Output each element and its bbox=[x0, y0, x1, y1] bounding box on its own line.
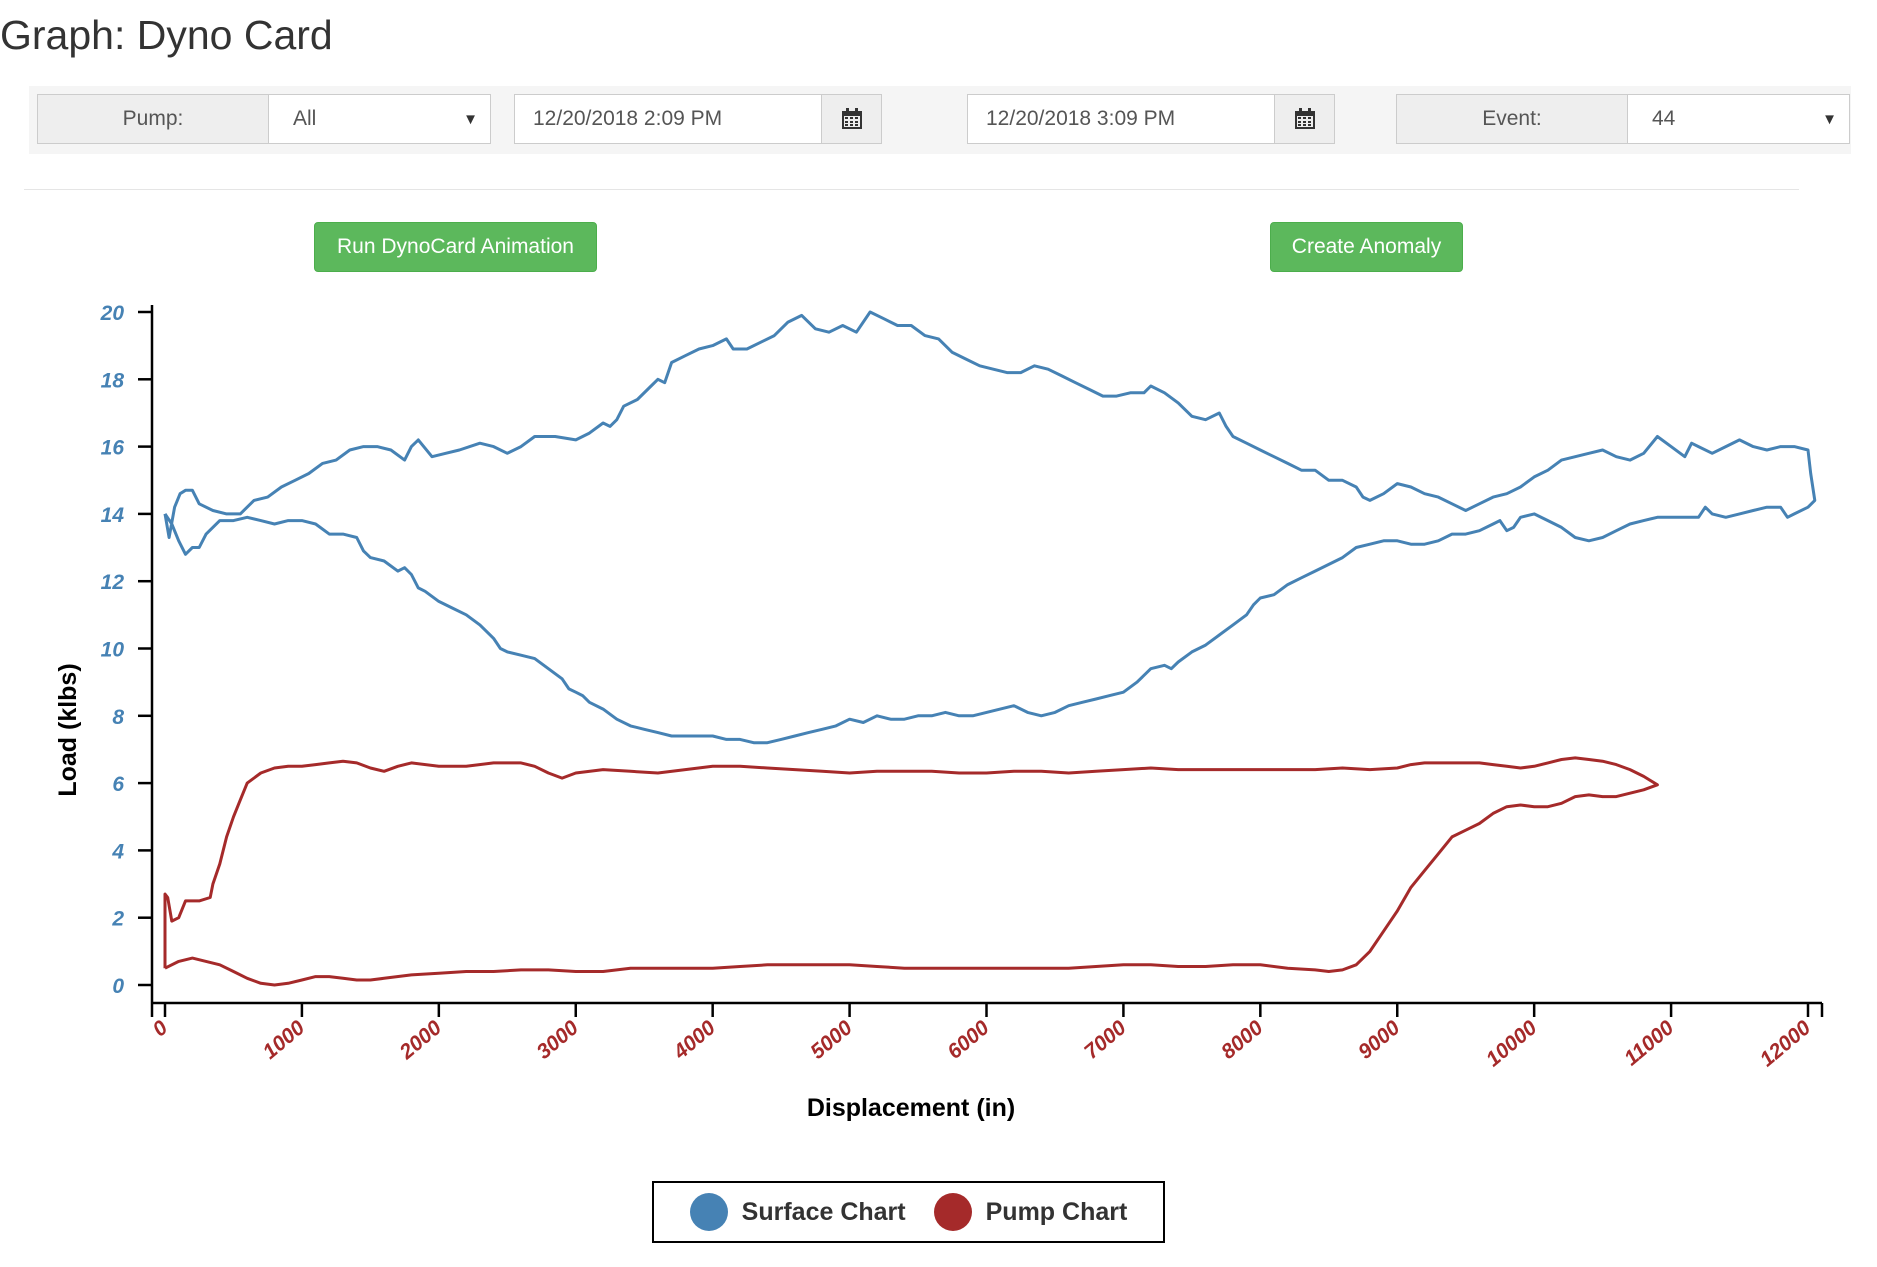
event-select[interactable]: 44 ▼ bbox=[1628, 94, 1850, 144]
y-tick-label: 4 bbox=[111, 840, 124, 863]
x-tick-label: 7000 bbox=[1080, 1016, 1131, 1064]
end-date-calendar-button[interactable] bbox=[1275, 94, 1335, 144]
end-date-group[interactable]: 12/20/2018 3:09 PM bbox=[967, 94, 1335, 144]
filter-toolbar: Pump: All ▼ 12/20/2018 2:09 PM 12/20/201… bbox=[29, 86, 1851, 154]
pump-chart-line bbox=[163, 756, 1659, 987]
pump-select[interactable]: All ▼ bbox=[269, 94, 491, 144]
y-tick-label: 10 bbox=[101, 639, 125, 662]
event-select-group[interactable]: Event: 44 ▼ bbox=[1396, 94, 1850, 144]
page-title: Graph: Dyno Card bbox=[0, 12, 333, 58]
create-anomaly-button[interactable]: Create Anomaly bbox=[1270, 222, 1463, 272]
y-tick-label: 8 bbox=[112, 706, 124, 729]
start-date-input[interactable]: 12/20/2018 2:09 PM bbox=[514, 94, 822, 144]
calendar-icon bbox=[841, 108, 862, 129]
pump-legend-label: Pump Chart bbox=[985, 1197, 1128, 1226]
y-tick-label: 14 bbox=[101, 504, 125, 527]
legend-item-surface[interactable]: Surface Chart bbox=[689, 1193, 906, 1231]
run-dynocard-animation-button[interactable]: Run DynoCard Animation bbox=[314, 222, 597, 272]
x-tick-label: 9000 bbox=[1354, 1016, 1405, 1064]
x-tick-label: 12000 bbox=[1756, 1016, 1816, 1071]
y-tick-label: 12 bbox=[101, 571, 125, 594]
pump-legend-swatch bbox=[933, 1193, 972, 1231]
caret-down-icon: ▼ bbox=[463, 110, 478, 128]
pump-label: Pump: bbox=[37, 94, 269, 144]
chart-series bbox=[163, 310, 1817, 987]
x-tick-label: 8000 bbox=[1217, 1016, 1268, 1064]
divider bbox=[24, 189, 1799, 190]
x-tick-label: 10000 bbox=[1482, 1016, 1542, 1071]
x-tick-label: 11000 bbox=[1620, 1016, 1679, 1070]
x-tick-label: 0 bbox=[148, 1016, 172, 1041]
x-tick-label: 6000 bbox=[943, 1016, 994, 1064]
chart-legend: Surface Chart Pump Chart bbox=[652, 1181, 1165, 1243]
surface-chart-line bbox=[163, 310, 1817, 745]
surface-legend-label: Surface Chart bbox=[741, 1197, 906, 1226]
y-tick-label: 18 bbox=[101, 369, 125, 392]
y-tick-label: 0 bbox=[112, 975, 124, 998]
event-label: Event: bbox=[1396, 94, 1628, 144]
x-tick-label: 2000 bbox=[395, 1016, 447, 1064]
surface-legend-swatch bbox=[689, 1193, 728, 1231]
y-tick-label: 6 bbox=[112, 773, 124, 796]
caret-down-icon: ▼ bbox=[1822, 110, 1837, 128]
start-date-calendar-button[interactable] bbox=[822, 94, 882, 144]
y-tick-label: 20 bbox=[100, 302, 125, 325]
end-date-input[interactable]: 12/20/2018 3:09 PM bbox=[967, 94, 1275, 144]
chart-axes: 0 2 4 6 8 10 12 14 16 18 20 0 1000 2000 3000 4000 5000 60… bbox=[100, 302, 1824, 1071]
pump-select-value: All bbox=[293, 107, 317, 130]
x-axis-title: Displacement (in) bbox=[807, 1094, 1015, 1122]
calendar-icon bbox=[1294, 108, 1315, 129]
legend-item-pump[interactable]: Pump Chart bbox=[933, 1193, 1128, 1231]
x-tick-label: 1000 bbox=[259, 1016, 310, 1064]
x-tick-label: 3000 bbox=[532, 1016, 583, 1064]
pump-select-group[interactable]: Pump: All ▼ bbox=[37, 94, 491, 144]
x-tick-label: 5000 bbox=[806, 1016, 857, 1064]
y-tick-label: 2 bbox=[111, 908, 124, 931]
y-axis-title: Load (klbs) bbox=[54, 663, 82, 796]
y-tick-label: 16 bbox=[101, 437, 125, 460]
start-date-group[interactable]: 12/20/2018 2:09 PM bbox=[514, 94, 882, 144]
x-tick-label: 4000 bbox=[669, 1016, 721, 1064]
event-select-value: 44 bbox=[1652, 107, 1676, 130]
dyno-card-chart: 0 2 4 6 8 10 12 14 16 18 20 0 1000 2000 3000 4000 5000 60… bbox=[54, 302, 1824, 1122]
